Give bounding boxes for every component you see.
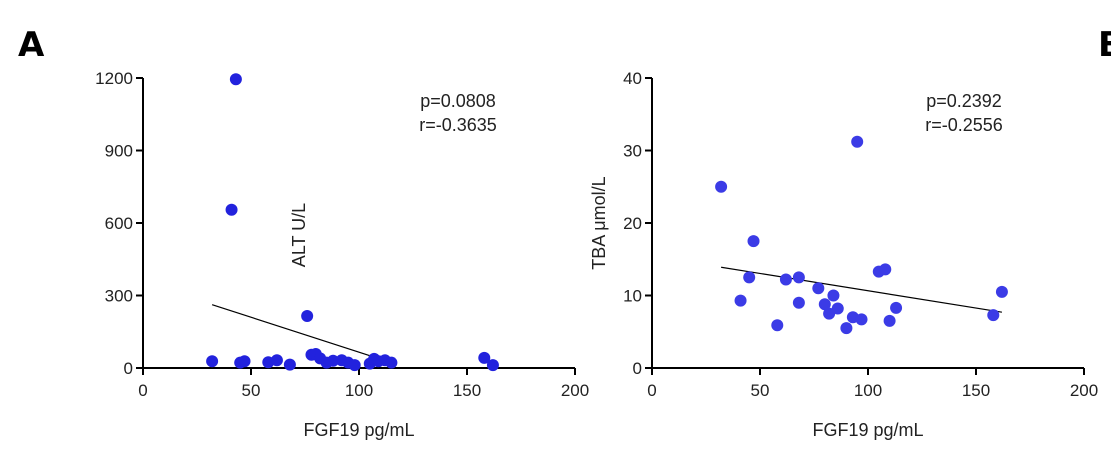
data-point-b — [831, 302, 844, 315]
panel-b: B 0 50 100 150 200 0 10 20 30 40 FGF19 pg/mL TBA μm… — [589, 25, 1111, 440]
x-axis-title-a: FGF19 pg/mL — [303, 420, 414, 440]
panel-a: A 0 50 100 150 200 0 300 600 900 1200 FGF19 pg/mL A… — [18, 25, 589, 440]
x-axis-title-b: FGF19 pg/mL — [812, 420, 923, 440]
data-point-b — [792, 271, 805, 284]
x-tick-label-a: 0 — [138, 381, 147, 400]
r-value-label-b: r=-0.2556 — [925, 115, 1003, 135]
panel-label-b: B — [1098, 25, 1111, 65]
x-tick-label-a: 50 — [242, 381, 261, 400]
x-tick-label-a: 150 — [453, 381, 481, 400]
data-point-a — [206, 355, 219, 368]
data-point-a — [301, 310, 314, 323]
p-value-label-b: p=0.2392 — [926, 91, 1002, 111]
x-tick-label-b: 100 — [854, 381, 882, 400]
x-tick-label-b: 150 — [962, 381, 990, 400]
data-point-b — [812, 282, 825, 295]
data-point-b — [855, 313, 868, 326]
plot-area-a: 0 50 100 150 200 0 300 600 900 1200 FGF19 pg/mL ALT… — [95, 69, 589, 440]
data-point-a — [225, 203, 238, 216]
data-point-b — [827, 289, 840, 302]
data-point-b — [779, 273, 792, 286]
p-value-label-a: p=0.0808 — [420, 91, 496, 111]
data-point-b — [734, 294, 747, 307]
y-tick-label-a: 600 — [105, 214, 133, 233]
y-tick-label-b: 20 — [623, 214, 642, 233]
data-point-b — [792, 296, 805, 309]
data-point-b — [823, 307, 836, 320]
regression-line-a — [211, 304, 392, 364]
data-point-a — [270, 354, 283, 367]
x-tick-label-b: 0 — [647, 381, 656, 400]
x-tick-label-b: 200 — [1070, 381, 1098, 400]
panel-label-a: A — [18, 25, 45, 65]
data-point-a — [283, 358, 296, 371]
data-point-a — [238, 355, 251, 368]
data-point-b — [987, 309, 1000, 322]
y-tick-label-a: 0 — [124, 359, 133, 378]
data-point-a — [486, 359, 499, 372]
data-point-b — [883, 314, 896, 327]
y-tick-label-a: 1200 — [95, 69, 133, 88]
y-axis-title-b: TBA μmol/L — [589, 176, 609, 269]
data-point-b — [851, 135, 864, 148]
data-point-b — [747, 235, 760, 248]
y-axis-title-a: ALT U/L — [289, 203, 309, 267]
data-point-b — [715, 180, 728, 193]
data-point-a — [385, 356, 398, 369]
data-point-b — [879, 263, 892, 276]
plot-area-b: 0 50 100 150 200 0 10 20 30 40 FGF19 pg/mL TBA μmol… — [589, 69, 1098, 440]
data-point-b — [890, 301, 903, 314]
data-point-a — [348, 359, 361, 372]
y-tick-label-a: 900 — [105, 142, 133, 161]
x-tick-label-a: 200 — [561, 381, 589, 400]
data-point-b — [743, 271, 756, 284]
data-point-a — [229, 73, 242, 86]
data-point-b — [840, 322, 853, 335]
y-tick-label-b: 30 — [623, 142, 642, 161]
regression-line-b — [721, 266, 1003, 313]
data-point-b — [771, 319, 784, 332]
data-point-b — [995, 285, 1008, 298]
y-tick-label-b: 40 — [623, 69, 642, 88]
y-tick-label-a: 300 — [105, 287, 133, 306]
x-tick-label-a: 100 — [345, 381, 373, 400]
x-tick-label-b: 50 — [751, 381, 770, 400]
y-tick-label-b: 0 — [633, 359, 642, 378]
data-point-b — [818, 298, 831, 311]
y-tick-label-b: 10 — [623, 287, 642, 306]
data-point-a — [327, 354, 340, 367]
r-value-label-a: r=-0.3635 — [419, 115, 497, 135]
data-point-a — [478, 351, 491, 364]
